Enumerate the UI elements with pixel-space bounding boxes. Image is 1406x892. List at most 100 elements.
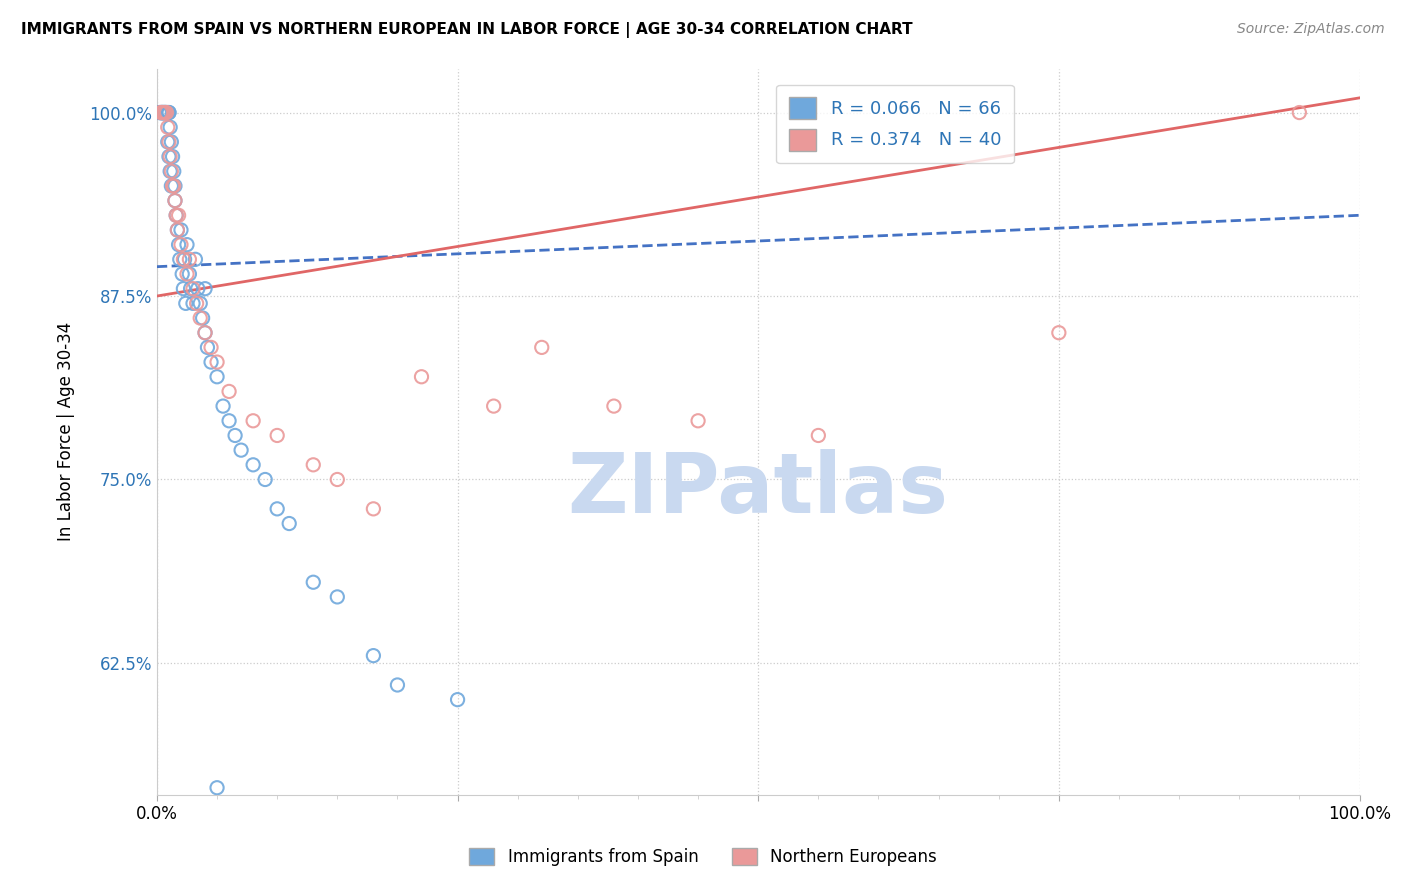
Point <box>150 105 173 120</box>
Point <box>153 105 176 120</box>
Point <box>363 648 385 663</box>
Point <box>162 178 184 193</box>
Point <box>152 105 174 120</box>
Point <box>176 267 198 281</box>
Point <box>157 105 180 120</box>
Point <box>205 780 228 795</box>
Point <box>163 164 186 178</box>
Point <box>157 150 180 164</box>
Point <box>1288 105 1310 120</box>
Point <box>152 105 174 120</box>
Point <box>446 692 468 706</box>
Point <box>155 105 177 120</box>
Point <box>242 414 264 428</box>
Point <box>167 208 190 222</box>
Point <box>150 105 173 120</box>
Point <box>155 105 177 120</box>
Point <box>194 282 217 296</box>
Point <box>387 678 409 692</box>
Point <box>153 105 176 120</box>
Point <box>167 237 190 252</box>
Point <box>205 369 228 384</box>
Point <box>254 473 277 487</box>
Point <box>807 428 830 442</box>
Point <box>159 120 181 135</box>
Point <box>278 516 301 531</box>
Point <box>156 120 179 135</box>
Point <box>173 252 195 267</box>
Point <box>149 105 172 120</box>
Point <box>166 223 188 237</box>
Point <box>326 473 349 487</box>
Point <box>302 458 325 472</box>
Point <box>165 208 187 222</box>
Point <box>155 105 177 120</box>
Point <box>530 340 553 354</box>
Point <box>152 105 174 120</box>
Point <box>163 194 186 208</box>
Point <box>266 501 288 516</box>
Point <box>150 105 173 120</box>
Point <box>155 105 177 120</box>
Point <box>186 296 208 310</box>
Point <box>172 252 194 267</box>
Point <box>194 326 217 340</box>
Point <box>218 384 240 399</box>
Point <box>155 105 177 120</box>
Point <box>156 105 179 120</box>
Point <box>165 208 187 222</box>
Point <box>166 223 188 237</box>
Point <box>218 414 240 428</box>
Point <box>181 282 204 296</box>
Point <box>160 164 183 178</box>
Point <box>153 105 176 120</box>
Point <box>200 355 222 369</box>
Legend: R = 0.066   N = 66, R = 0.374   N = 40: R = 0.066 N = 66, R = 0.374 N = 40 <box>776 85 1014 163</box>
Point <box>242 458 264 472</box>
Point <box>181 296 204 310</box>
Point <box>159 150 181 164</box>
Point <box>149 105 172 120</box>
Point <box>163 194 186 208</box>
Point <box>155 105 177 120</box>
Point <box>176 237 198 252</box>
Point <box>1047 326 1070 340</box>
Point <box>160 135 183 149</box>
Point <box>200 340 222 354</box>
Text: IMMIGRANTS FROM SPAIN VS NORTHERN EUROPEAN IN LABOR FORCE | AGE 30-34 CORRELATIO: IMMIGRANTS FROM SPAIN VS NORTHERN EUROPE… <box>21 22 912 38</box>
Point <box>212 399 235 413</box>
Point <box>188 296 211 310</box>
Point <box>152 105 174 120</box>
Point <box>156 135 179 149</box>
Point <box>188 311 211 326</box>
Y-axis label: In Labor Force | Age 30-34: In Labor Force | Age 30-34 <box>58 322 75 541</box>
Point <box>159 164 181 178</box>
Point <box>191 311 214 326</box>
Point <box>266 428 288 442</box>
Point <box>170 237 193 252</box>
Point <box>603 399 626 413</box>
Point <box>163 178 186 193</box>
Point <box>363 501 385 516</box>
Point <box>302 575 325 590</box>
Point <box>224 428 246 442</box>
Point <box>326 590 349 604</box>
Point <box>229 443 252 458</box>
Point <box>184 252 207 267</box>
Point <box>187 282 209 296</box>
Point <box>149 105 172 120</box>
Point <box>157 135 180 149</box>
Point <box>179 267 201 281</box>
Point <box>148 105 170 120</box>
Point <box>170 223 193 237</box>
Point <box>179 252 201 267</box>
Text: ZIPatlas: ZIPatlas <box>568 450 949 531</box>
Point <box>153 105 176 120</box>
Legend: Immigrants from Spain, Northern Europeans: Immigrants from Spain, Northern European… <box>456 834 950 880</box>
Text: Source: ZipAtlas.com: Source: ZipAtlas.com <box>1237 22 1385 37</box>
Point <box>163 178 186 193</box>
Point <box>169 252 191 267</box>
Point <box>482 399 505 413</box>
Point <box>162 150 184 164</box>
Point <box>180 282 202 296</box>
